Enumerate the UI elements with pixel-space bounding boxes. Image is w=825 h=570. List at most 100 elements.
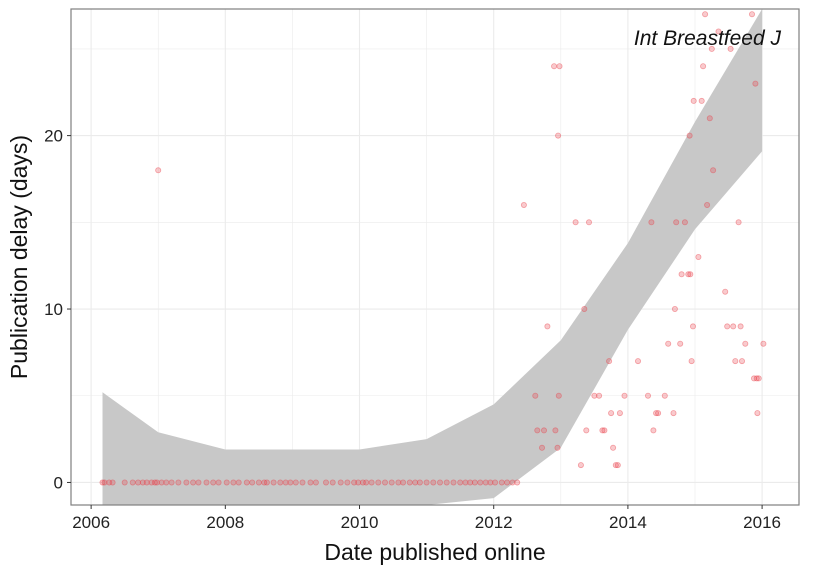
data-point-92 (599, 427, 606, 434)
data-point-22 (215, 479, 222, 486)
data-point-136 (737, 323, 744, 330)
data-point-58 (436, 479, 443, 486)
data-point-46 (363, 479, 370, 486)
y-axis-ticks: 0 10 20 (44, 127, 71, 492)
x-tick-label-2012: 2012 (475, 513, 513, 532)
data-point-143 (754, 410, 761, 417)
data-point-67 (487, 479, 494, 486)
data-point-106 (655, 410, 662, 417)
data-point-70 (504, 479, 511, 486)
data-point-145 (760, 340, 767, 347)
point-layer (99, 11, 767, 486)
x-tick-label-2008: 2008 (206, 513, 244, 532)
plot-frame (70, 8, 800, 506)
data-point-50 (388, 479, 395, 486)
data-point-96 (610, 444, 617, 451)
data-point-108 (665, 340, 672, 347)
data-point-18 (190, 479, 197, 486)
data-point-109 (670, 410, 677, 417)
data-point-140 (751, 375, 758, 382)
data-point-35 (292, 479, 299, 486)
data-point-133 (730, 323, 737, 330)
data-point-135 (735, 219, 742, 226)
data-point-49 (381, 479, 388, 486)
data-point-40 (329, 479, 336, 486)
data-point-93 (601, 427, 608, 434)
data-point-30 (263, 479, 270, 486)
data-point-33 (282, 479, 289, 486)
data-point-87 (581, 305, 588, 312)
data-point-81 (555, 132, 562, 139)
data-point-117 (687, 271, 694, 278)
data-point-11 (153, 479, 160, 486)
data-point-100 (621, 392, 628, 399)
x-tick-label-2010: 2010 (341, 513, 379, 532)
data-point-139 (749, 11, 756, 18)
data-point-88 (583, 427, 590, 434)
data-point-82 (555, 392, 562, 399)
data-point-110 (671, 305, 678, 312)
data-point-85 (572, 219, 579, 226)
data-point-14 (163, 479, 170, 486)
data-point-127 (708, 45, 715, 52)
data-point-47 (368, 479, 375, 486)
data-point-41 (337, 479, 344, 486)
data-point-97 (612, 462, 619, 469)
data-point-129 (715, 28, 722, 35)
data-point-43 (351, 479, 358, 486)
data-point-29 (261, 479, 268, 486)
data-point-32 (277, 479, 284, 486)
data-point-51 (395, 479, 402, 486)
data-point-130 (722, 288, 729, 295)
data-point-36 (299, 479, 306, 486)
data-point-17 (183, 479, 190, 486)
data-point-20 (203, 479, 210, 486)
data-point-114 (681, 219, 688, 226)
data-point-44 (355, 479, 362, 486)
data-point-142 (753, 375, 760, 382)
data-point-134 (732, 358, 739, 365)
data-point-9 (148, 479, 155, 486)
data-point-74 (532, 392, 539, 399)
data-point-73 (520, 201, 527, 208)
data-point-23 (223, 479, 230, 486)
data-point-71 (509, 479, 516, 486)
data-point-124 (702, 11, 709, 18)
y-tick-label-10: 10 (44, 300, 63, 319)
data-point-79 (551, 63, 558, 70)
x-axis-ticks: 2006 2008 2010 2012 2014 2016 (72, 505, 781, 532)
data-point-4 (121, 479, 128, 486)
data-point-26 (243, 479, 250, 486)
data-point-84 (554, 444, 561, 451)
data-point-7 (139, 479, 146, 486)
data-point-116 (686, 132, 693, 139)
data-point-6 (135, 479, 142, 486)
data-point-144 (755, 375, 762, 382)
data-point-78 (544, 323, 551, 330)
data-point-19 (195, 479, 202, 486)
data-point-37 (307, 479, 314, 486)
data-point-99 (616, 410, 623, 417)
data-point-121 (695, 253, 702, 260)
data-point-52 (400, 479, 407, 486)
data-point-105 (653, 410, 660, 417)
data-point-137 (739, 358, 746, 365)
data-point-76 (539, 444, 546, 451)
data-point-25 (235, 479, 242, 486)
data-point-54 (412, 479, 419, 486)
data-point-1 (101, 479, 108, 486)
annotation-label: Int Breastfeed J (634, 27, 782, 50)
data-point-42 (344, 479, 351, 486)
data-point-12 (155, 167, 162, 174)
data-point-107 (661, 392, 668, 399)
data-point-123 (700, 63, 707, 70)
data-point-3 (109, 479, 116, 486)
data-point-16 (175, 479, 182, 486)
data-point-101 (635, 358, 642, 365)
data-point-60 (450, 479, 457, 486)
data-point-5 (129, 479, 136, 486)
x-tick-label-2014: 2014 (609, 513, 647, 532)
data-point-24 (230, 479, 237, 486)
data-point-103 (648, 219, 655, 226)
data-point-15 (168, 479, 175, 486)
